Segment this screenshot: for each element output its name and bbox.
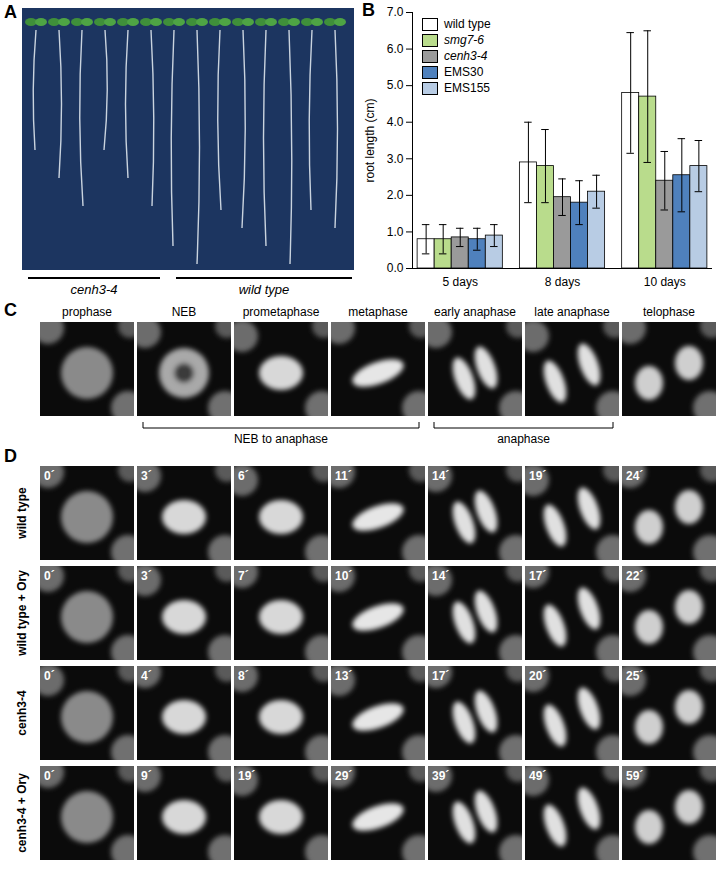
svg-text:7´: 7´	[238, 569, 249, 583]
svg-text:22´: 22´	[626, 569, 643, 583]
svg-text:wild type + Ory: wild type + Ory	[15, 570, 29, 657]
svg-text:14´: 14´	[432, 569, 449, 583]
svg-text:7.0: 7.0	[387, 5, 404, 19]
svg-text:6.0: 6.0	[387, 42, 404, 56]
svg-text:D: D	[4, 446, 17, 466]
svg-text:root length (cm): root length (cm)	[363, 98, 377, 182]
svg-text:13´: 13´	[335, 669, 352, 683]
svg-text:19´: 19´	[238, 769, 255, 783]
svg-text:11´: 11´	[335, 469, 352, 483]
html-text:EMS30: EMS30	[444, 65, 484, 79]
svg-text:0´: 0´	[44, 569, 55, 583]
svg-text:cenh3-4: cenh3-4	[71, 282, 118, 297]
svg-text:wild type: wild type	[239, 282, 290, 297]
svg-text:14´: 14´	[432, 469, 449, 483]
html-text:smg7-6: smg7-6	[444, 33, 484, 47]
html-text:wild type: wild type	[444, 17, 491, 31]
svg-text:early anaphase: early anaphase	[434, 305, 516, 319]
svg-text:10´: 10´	[335, 569, 352, 583]
svg-text:20´: 20´	[529, 669, 546, 683]
svg-text:3´: 3´	[141, 569, 152, 583]
svg-text:19´: 19´	[529, 469, 546, 483]
svg-text:59´: 59´	[626, 769, 643, 783]
svg-text:25´: 25´	[626, 669, 643, 683]
svg-text:NEB to anaphase: NEB to anaphase	[234, 432, 328, 446]
svg-text:telophase: telophase	[643, 305, 695, 319]
svg-text:0´: 0´	[44, 469, 55, 483]
svg-text:4.0: 4.0	[387, 115, 404, 129]
html-text:EMS155: EMS155	[444, 81, 490, 95]
svg-text:5.0: 5.0	[387, 78, 404, 92]
svg-text:6´: 6´	[238, 469, 249, 483]
svg-text:10 days: 10 days	[644, 275, 686, 289]
svg-text:prometaphase: prometaphase	[243, 305, 320, 319]
svg-text:NEB: NEB	[172, 305, 197, 319]
svg-text:4´: 4´	[141, 669, 152, 683]
svg-text:3´: 3´	[141, 469, 152, 483]
html-text:cenh3-4: cenh3-4	[444, 49, 488, 63]
svg-text:2.0: 2.0	[387, 188, 404, 202]
svg-text:prophase: prophase	[62, 305, 112, 319]
svg-text:5 days: 5 days	[443, 275, 478, 289]
svg-text:C: C	[4, 300, 17, 320]
svg-text:17´: 17´	[432, 669, 449, 683]
svg-text:29´: 29´	[335, 769, 352, 783]
svg-text:9´: 9´	[141, 769, 152, 783]
svg-text:anaphase: anaphase	[497, 432, 550, 446]
svg-text:wild type: wild type	[15, 487, 29, 540]
svg-text:24´: 24´	[626, 469, 643, 483]
svg-text:metaphase: metaphase	[348, 305, 408, 319]
svg-text:cenh3-4: cenh3-4	[15, 690, 29, 736]
svg-text:0.0: 0.0	[387, 261, 404, 275]
svg-text:39´: 39´	[432, 769, 449, 783]
svg-text:0´: 0´	[44, 769, 55, 783]
svg-text:8 days: 8 days	[545, 275, 580, 289]
svg-text:0´: 0´	[44, 669, 55, 683]
svg-text:49´: 49´	[529, 769, 546, 783]
svg-text:8´: 8´	[238, 669, 249, 683]
svg-text:3.0: 3.0	[387, 152, 404, 166]
svg-text:1.0: 1.0	[387, 225, 404, 239]
html-text:B: B	[362, 0, 375, 20]
svg-text:cenh3-4 + Ory: cenh3-4 + Ory	[15, 773, 29, 853]
svg-text:17´: 17´	[529, 569, 546, 583]
svg-text:late anaphase: late anaphase	[534, 305, 610, 319]
svg-text:A: A	[4, 2, 17, 22]
